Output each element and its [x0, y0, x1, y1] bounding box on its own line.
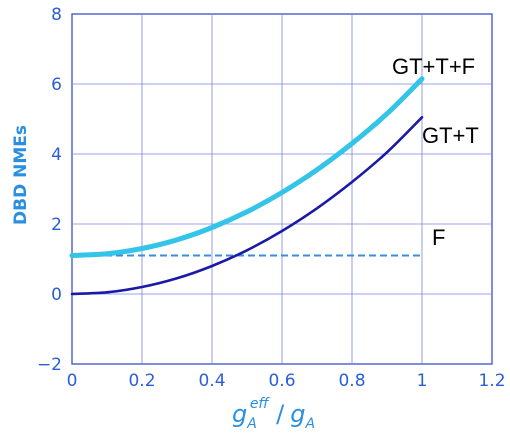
y-tick-label: 4 [51, 145, 62, 165]
series-labels: GT+T+F GT+T F [392, 54, 479, 250]
x-axis-label: gAeff / gA [232, 396, 315, 432]
x-tick-labels: 0 0.2 0.4 0.6 0.8 1 1.2 [67, 371, 506, 391]
y-tick-label: 8 [51, 5, 62, 25]
grid [72, 14, 492, 364]
series-line-gt-t [70, 116, 424, 296]
x-axis-label-slash: / [269, 400, 286, 428]
series-label-f: F [432, 225, 445, 250]
y-axis-label: DBD NMEs [11, 125, 31, 225]
series-line-gt-t-f [69, 76, 425, 258]
y-tick-label: −2 [37, 355, 62, 375]
y-tick-label: 6 [51, 75, 62, 95]
x-tick-label: 1 [417, 371, 428, 391]
y-tick-labels: −2 0 2 4 6 8 [37, 5, 62, 375]
y-tick-label: 0 [51, 285, 62, 305]
series-group [69, 76, 425, 296]
x-tick-label: 0 [67, 371, 78, 391]
series-label-gt-t: GT+T [422, 123, 479, 148]
x-tick-label: 0.2 [128, 371, 155, 391]
x-axis-label-sub-a: A [246, 416, 257, 432]
x-tick-label: 0.4 [198, 371, 225, 391]
x-tick-label: 1.2 [478, 371, 505, 391]
x-tick-label: 0.6 [268, 371, 295, 391]
x-axis-label-sub-a2: A [304, 416, 315, 432]
series-label-gt-t-f: GT+T+F [392, 54, 475, 79]
x-axis-label-g: g [232, 400, 247, 428]
x-tick-label: 0.8 [338, 371, 365, 391]
y-tick-label: 2 [51, 215, 62, 235]
x-axis-label-g2: g [290, 400, 305, 428]
x-axis-label-sup-eff: eff [250, 396, 271, 412]
